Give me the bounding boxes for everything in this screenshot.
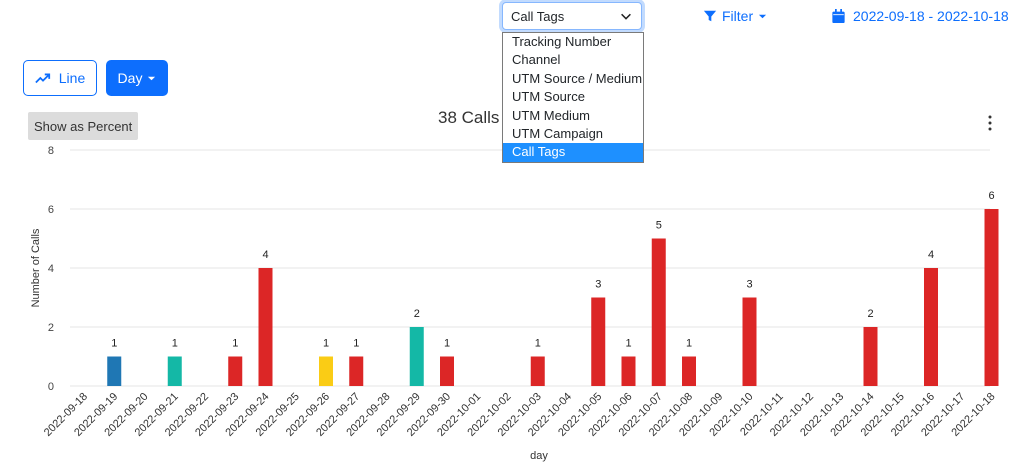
bar-value-label: 1 [444, 338, 450, 350]
filter-button[interactable]: Filter [703, 8, 767, 24]
bar-value-label: 2 [867, 308, 873, 320]
bar [742, 297, 757, 386]
caret-down-icon [759, 14, 767, 18]
bar [167, 356, 182, 386]
calendar-icon [832, 9, 845, 23]
group-by-select-value: Call Tags [511, 8, 565, 24]
y-tick-label: 4 [48, 263, 54, 275]
line-chart-button[interactable]: Line [23, 60, 97, 96]
dropdown-option-tracking-number[interactable]: Tracking Number [512, 34, 612, 49]
bar [984, 209, 999, 386]
y-axis-label: Number of Calls [30, 228, 42, 307]
x-axis-label: day [530, 450, 548, 462]
dropdown-option-channel[interactable]: Channel [512, 52, 561, 68]
day-button-label: Day [117, 70, 143, 86]
bar-value-label: 1 [535, 338, 541, 350]
y-tick-label: 6 [48, 204, 54, 216]
bar-value-label: 6 [988, 190, 994, 202]
bar-value-label: 1 [172, 338, 178, 350]
kebab-menu-icon[interactable] [984, 114, 996, 132]
group-by-dropdown[interactable]: Tracking Number Channel UTM Source / Med… [502, 32, 644, 163]
bar-value-label: 1 [686, 338, 692, 350]
dropdown-option-utm-source-medium[interactable]: UTM Source / Medium [512, 70, 643, 86]
bar [319, 356, 333, 386]
bar-value-label: 3 [746, 279, 752, 291]
date-range-label: 2022-09-18 - 2022-10-18 [853, 8, 1009, 24]
bar-value-label: 1 [353, 338, 359, 350]
y-tick-label: 2 [48, 322, 54, 334]
dropdown-option-utm-source[interactable]: UTM Source [512, 89, 585, 105]
y-tick-label: 0 [48, 381, 54, 393]
bar [228, 356, 243, 386]
bar-value-label: 2 [414, 308, 420, 320]
bar-value-label: 4 [262, 249, 268, 261]
bar [530, 356, 545, 386]
bar [682, 356, 696, 386]
bar [924, 268, 938, 386]
bar [651, 238, 666, 386]
bar-value-label: 4 [928, 249, 934, 261]
dropdown-option-utm-campaign[interactable]: UTM Campaign [512, 125, 604, 141]
show-as-percent-label: Show as Percent [34, 118, 133, 134]
bar [349, 356, 364, 386]
dropdown-option-call-tags[interactable]: Call Tags [503, 143, 643, 162]
bar [591, 297, 606, 386]
group-by-select[interactable]: Call Tags [502, 2, 642, 30]
line-button-label: Line [58, 70, 86, 86]
trending-up-icon [35, 73, 50, 84]
y-tick-label: 8 [48, 145, 54, 157]
show-as-percent-button[interactable]: Show as Percent [28, 112, 139, 140]
chevron-down-icon [621, 13, 631, 20]
bar-value-label: 1 [232, 338, 238, 350]
bar [258, 268, 273, 386]
bar-value-label: 3 [595, 279, 601, 291]
filter-label: Filter [722, 8, 754, 24]
dropdown-option-utm-medium[interactable]: UTM Medium [512, 107, 591, 123]
date-range-picker[interactable]: 2022-09-18 - 2022-10-18 [832, 8, 1009, 24]
bar [621, 356, 636, 386]
filter-icon [703, 10, 717, 22]
chart-title: 38 Calls [438, 108, 500, 127]
bar-value-label: 1 [625, 338, 631, 350]
bar-value-label: 1 [111, 338, 117, 350]
bar-value-label: 1 [323, 338, 329, 350]
bar [409, 327, 424, 386]
caret-down-icon [148, 76, 156, 80]
bar [440, 356, 454, 386]
bar [107, 356, 122, 386]
day-interval-button[interactable]: Day [106, 60, 168, 96]
bar-value-label: 5 [656, 220, 662, 232]
bar [863, 327, 878, 386]
